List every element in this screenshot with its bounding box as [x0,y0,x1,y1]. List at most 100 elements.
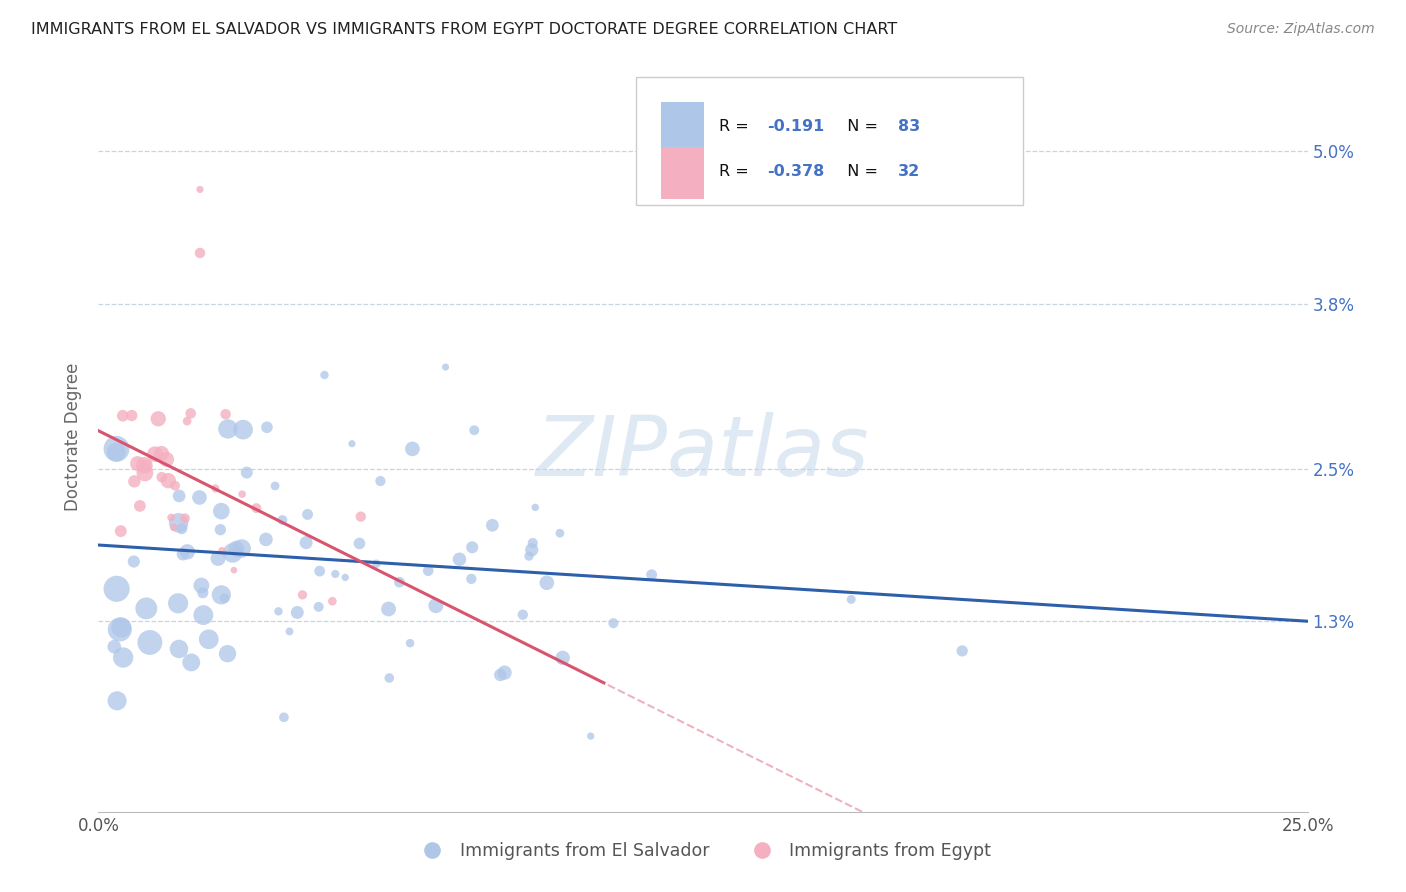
Point [207,551,229,566]
Point [128,499,150,513]
Point [176,414,198,428]
FancyBboxPatch shape [637,78,1024,205]
Point [370,474,392,488]
Point [209,588,232,602]
Point [163,520,186,534]
Point [121,409,143,423]
Point [285,606,308,620]
Point [236,466,259,480]
Point [256,420,278,434]
Point [143,447,166,461]
Point [335,570,357,584]
Point [105,445,128,459]
Point [377,602,399,616]
Point [579,729,602,743]
Point [105,582,128,596]
Point [167,596,190,610]
Point [314,368,336,382]
Point [950,644,973,658]
Point [267,604,290,618]
Point [340,436,363,450]
Point [134,466,156,480]
Point [163,478,186,492]
FancyBboxPatch shape [661,147,704,199]
Point [463,423,485,437]
Point [188,491,211,505]
Point [150,446,173,460]
Point [350,509,373,524]
Point [172,547,194,561]
Point [112,650,135,665]
Point [232,423,254,437]
Point [108,623,131,637]
Point [122,554,145,568]
Point [378,671,401,685]
Point [139,635,162,649]
Point [174,511,197,525]
Point [103,640,125,654]
Point [204,482,226,496]
Point [231,487,253,501]
Point [135,458,157,473]
Point [155,452,177,467]
Point [150,470,173,484]
Point [193,608,215,623]
Point [264,479,287,493]
Point [209,504,232,518]
Point [536,575,558,590]
Point [291,588,314,602]
FancyBboxPatch shape [661,103,704,153]
Text: N =: N = [837,163,883,178]
Point [489,668,512,682]
Text: IMMIGRANTS FROM EL SALVADOR VS IMMIGRANTS FROM EGYPT DOCTORATE DEGREE CORRELATIO: IMMIGRANTS FROM EL SALVADOR VS IMMIGRANT… [31,22,897,37]
Point [225,541,247,556]
Point [217,422,239,436]
Point [494,665,516,680]
Point [217,647,239,661]
Point [188,182,211,196]
Point [176,545,198,559]
Text: -0.378: -0.378 [768,163,824,178]
Point [278,624,301,639]
Point [640,567,662,582]
Text: N =: N = [837,119,883,134]
Point [399,636,422,650]
Point [425,599,447,613]
Point [148,411,170,425]
Point [170,522,193,536]
Point [517,549,540,563]
Point [157,474,180,488]
Point [124,475,146,489]
Point [160,510,183,524]
Text: -0.191: -0.191 [768,119,824,134]
Point [134,458,156,473]
Point [602,616,624,631]
Point [297,508,319,522]
Point [110,524,132,538]
Point [221,546,243,560]
Point [366,557,388,571]
Point [167,516,190,530]
Point [167,489,190,503]
Point [388,575,411,590]
Text: R =: R = [718,163,754,178]
Point [214,591,236,606]
Y-axis label: Doctorate Degree: Doctorate Degree [63,363,82,511]
Point [188,246,211,260]
Point [434,360,457,375]
Point [135,601,157,615]
Point [460,572,482,586]
Text: Source: ZipAtlas.com: Source: ZipAtlas.com [1227,22,1375,37]
Point [190,578,212,592]
Point [211,543,233,558]
Point [254,533,277,547]
Text: R =: R = [718,119,754,134]
Legend: Immigrants from El Salvador, Immigrants from Egypt: Immigrants from El Salvador, Immigrants … [408,835,998,867]
Point [209,523,232,537]
Point [295,535,318,549]
Point [105,694,128,708]
Point [167,642,190,657]
Point [214,407,236,421]
Point [321,594,343,608]
Point [271,513,294,527]
